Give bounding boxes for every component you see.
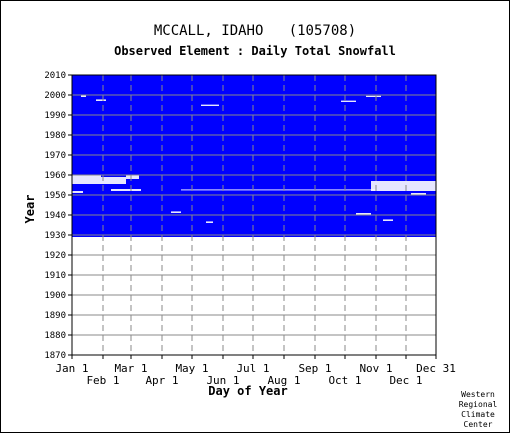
credit-block: Western Regional Climate Center: [450, 390, 506, 430]
x-axis-label: Day of Year: [208, 384, 287, 398]
missing-data-cell: [111, 189, 141, 191]
credit-line: Climate: [461, 410, 495, 419]
missing-data-cell: [411, 193, 426, 195]
y-tick-label: 1880: [44, 331, 66, 341]
y-axis-label: Year: [23, 195, 37, 224]
missing-data-cell: [72, 175, 101, 184]
x-tick-label: Mar 1: [114, 362, 147, 375]
x-tick-label: Sep 1: [298, 362, 331, 375]
x-tick-label: May 1: [175, 362, 208, 375]
observed-record-area: [72, 75, 436, 237]
x-tick-label: Jul 1: [236, 362, 269, 375]
missing-data-cell: [101, 177, 126, 184]
y-tick-label: 2010: [44, 71, 66, 81]
x-tick-label: Aug 1: [267, 374, 300, 387]
missing-data-cell: [341, 100, 356, 102]
tick-layer: 1870 1880 1890 1900 1910 1920 1930 1940 1950 1960…: [44, 71, 456, 387]
y-tick-label: 1920: [44, 251, 66, 261]
y-tick-label: 1870: [44, 351, 66, 361]
missing-data-cell: [371, 181, 436, 191]
y-tick-label: 2000: [44, 91, 66, 101]
missing-data-cell: [171, 211, 181, 213]
chart-title: MCCALL, IDAHO (105708): [153, 23, 357, 39]
x-tick-label: Dec 1: [389, 374, 422, 387]
y-tick-label: 1890: [44, 311, 66, 321]
missing-data-cell: [366, 95, 381, 97]
missing-data-cell: [356, 213, 371, 215]
y-tick-label: 1970: [44, 151, 66, 161]
y-tick-label: 1990: [44, 111, 66, 121]
missing-data-cell: [72, 191, 83, 193]
x-tick-label: Oct 1: [328, 374, 361, 387]
credit-line: Western: [461, 390, 495, 399]
x-tick-label: Apr 1: [145, 374, 178, 387]
y-tick-label: 1930: [44, 231, 66, 241]
grid-layer: [72, 75, 436, 355]
y-tick-label: 1980: [44, 131, 66, 141]
missing-data-cell: [81, 95, 86, 97]
missing-data-cell: [181, 189, 376, 191]
data-layer: [72, 75, 436, 237]
missing-data-cell: [96, 99, 106, 101]
y-tick-label: 1910: [44, 271, 66, 281]
credit-line: Regional: [458, 400, 498, 409]
x-tick-label: Dec 31: [416, 362, 456, 375]
y-tick-label: 1950: [44, 191, 66, 201]
y-tick-label: 1900: [44, 291, 66, 301]
x-tick-label: Jun 1: [206, 374, 239, 387]
missing-data-cell: [201, 104, 219, 106]
x-tick-label: Feb 1: [86, 374, 119, 387]
credit-line: Center: [463, 420, 493, 429]
missing-data-cell: [383, 219, 393, 221]
chart-subtitle: Observed Element : Daily Total Snowfall: [114, 44, 396, 58]
x-tick-label: Nov 1: [359, 362, 392, 375]
missing-data-cell: [126, 175, 139, 179]
y-tick-label: 1940: [44, 211, 66, 221]
x-tick-label: Jan 1: [55, 362, 88, 375]
missing-data-cell: [206, 221, 213, 223]
y-tick-label: 1960: [44, 171, 66, 181]
